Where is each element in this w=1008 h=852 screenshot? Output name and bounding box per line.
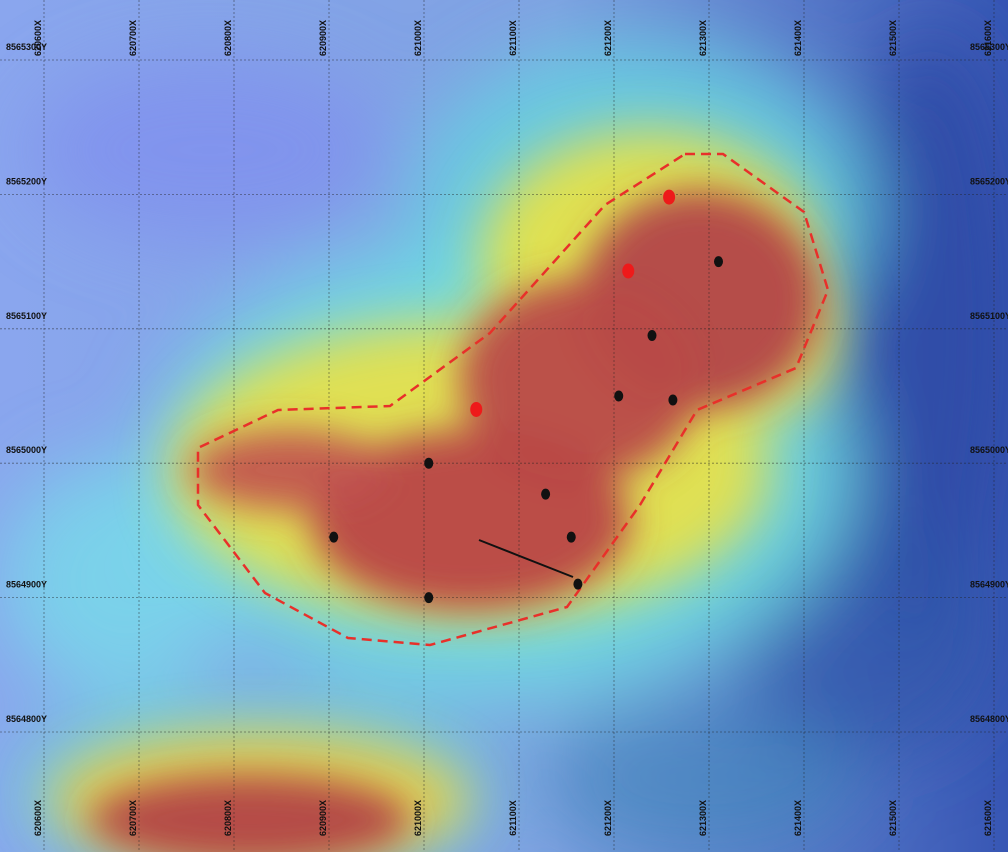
sample-point-black[interactable] <box>424 592 434 604</box>
easting-label-top: 621100X <box>508 20 518 56</box>
easting-label-bottom: 621200X <box>603 800 613 836</box>
easting-label-bottom: 620700X <box>128 800 138 836</box>
northing-label-right: 8565300Y <box>970 42 1008 52</box>
northing-label-right: 8564900Y <box>970 580 1008 590</box>
northing-label-left: 8564800Y <box>6 714 47 724</box>
easting-label-bottom: 621400X <box>793 800 803 836</box>
sample-point-red[interactable] <box>663 189 676 205</box>
easting-label-bottom: 621300X <box>698 800 708 836</box>
sample-point-black[interactable] <box>424 457 434 469</box>
northing-label-left: 8565300Y <box>6 42 47 52</box>
easting-label-top: 620900X <box>318 20 328 56</box>
easting-label-top: 621600X <box>983 20 993 56</box>
easting-label-top: 621500X <box>888 20 898 56</box>
sample-point-black[interactable] <box>668 394 678 406</box>
sample-point-black[interactable] <box>714 256 723 268</box>
easting-label-top: 620600X <box>33 20 43 56</box>
northing-label-left: 8564900Y <box>6 580 47 590</box>
easting-label-bottom: 621000X <box>413 800 423 836</box>
sample-point-black[interactable] <box>566 531 576 543</box>
easting-label-top: 620700X <box>128 20 138 56</box>
northing-label-left: 8565200Y <box>6 176 47 186</box>
easting-label-bottom: 621500X <box>888 800 898 836</box>
sample-point-black[interactable] <box>573 578 583 590</box>
grid-labels: 620600X 620600X 620700X 620700X 620800X 62080… <box>6 20 1008 836</box>
easting-label-bottom: 621600X <box>983 800 993 836</box>
northing-label-right: 8565200Y <box>970 176 1008 186</box>
sample-points <box>329 189 723 604</box>
sample-point-black[interactable] <box>329 531 339 543</box>
sample-point-black[interactable] <box>647 330 657 342</box>
easting-label-bottom: 621100X <box>508 800 518 836</box>
sample-point-red[interactable] <box>622 263 635 279</box>
easting-label-top: 620800X <box>223 20 233 56</box>
easting-label-bottom: 620900X <box>318 800 328 836</box>
easting-label-top: 621300X <box>698 20 708 56</box>
heatmap-layer <box>0 30 1008 852</box>
traverse-line <box>478 539 574 578</box>
sample-point-black[interactable] <box>541 488 551 500</box>
northing-label-right: 8565000Y <box>970 445 1008 455</box>
sample-point-red[interactable] <box>470 401 483 417</box>
easting-label-bottom: 620600X <box>33 800 43 836</box>
easting-label-bottom: 620800X <box>223 800 233 836</box>
northing-label-right: 8564800Y <box>970 714 1008 724</box>
easting-label-top: 621400X <box>793 20 803 56</box>
northing-label-left: 8565000Y <box>6 445 47 455</box>
easting-label-top: 621000X <box>413 20 423 56</box>
sample-point-black[interactable] <box>614 390 624 402</box>
easting-label-top: 621200X <box>603 20 613 56</box>
northing-label-left: 8565100Y <box>6 311 47 321</box>
northing-label-right: 8565100Y <box>970 311 1008 321</box>
